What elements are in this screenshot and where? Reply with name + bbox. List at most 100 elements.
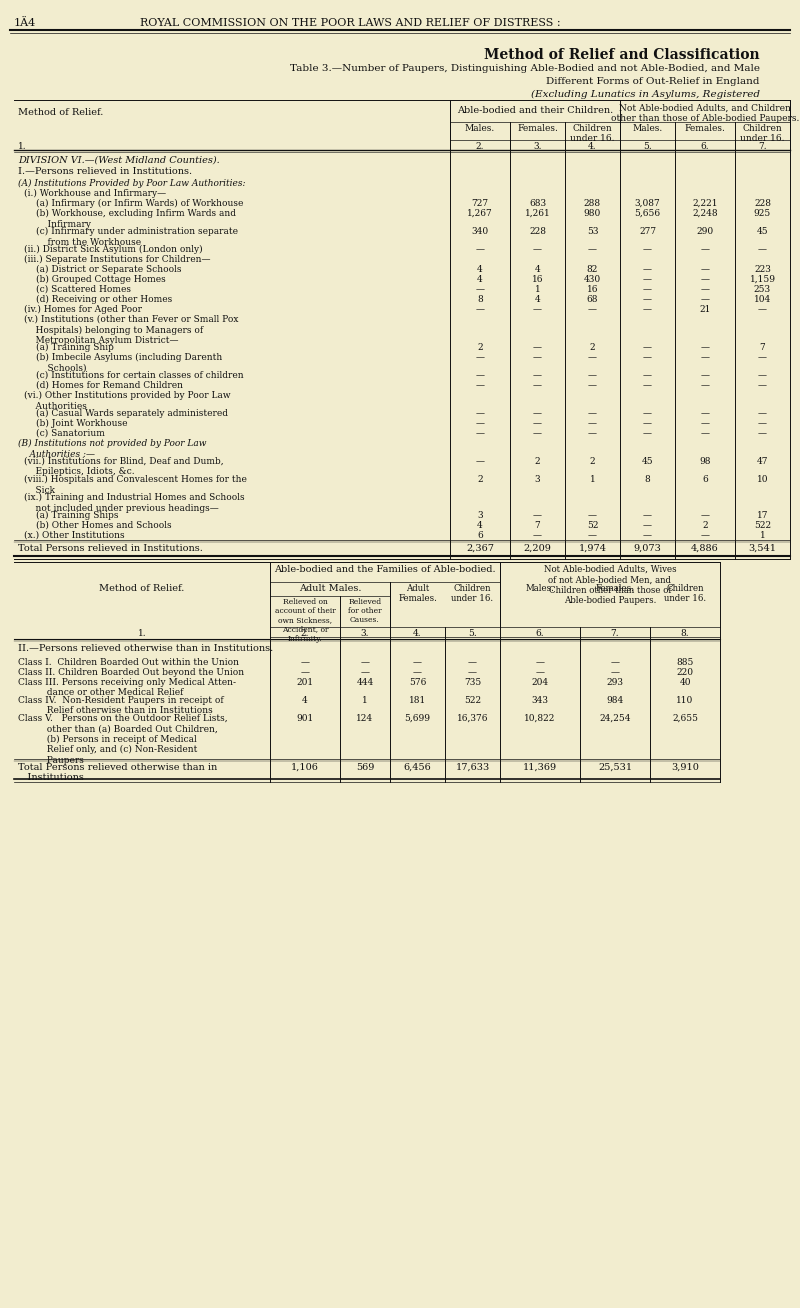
Text: (b) Grouped Cottage Homes: (b) Grouped Cottage Homes [36, 275, 166, 284]
Text: 223: 223 [754, 266, 771, 273]
Text: Females.: Females. [517, 124, 558, 133]
Text: 6,456: 6,456 [404, 763, 431, 772]
Text: 1: 1 [590, 475, 595, 484]
Text: —: — [701, 511, 710, 521]
Text: 277: 277 [639, 228, 656, 235]
Text: —: — [701, 381, 710, 390]
Text: (b) Joint Workhouse: (b) Joint Workhouse [36, 419, 127, 428]
Text: (vi.) Other Institutions provided by Poor Law
    Authorities: (vi.) Other Institutions provided by Poo… [24, 391, 230, 411]
Text: Not Able-bodied Adults, Wives
of not Able-bodied Men, and
Children other than th: Not Able-bodied Adults, Wives of not Abl… [544, 565, 676, 606]
Text: —: — [643, 371, 652, 381]
Text: 5.: 5. [643, 143, 652, 150]
Text: —: — [468, 658, 477, 667]
Text: Children
under 16.: Children under 16. [740, 124, 785, 144]
Text: (a) Casual Wards separately administered: (a) Casual Wards separately administered [36, 409, 228, 419]
Text: 2.: 2. [476, 143, 484, 150]
Text: 2: 2 [477, 475, 483, 484]
Text: —: — [475, 245, 485, 254]
Text: 1,267: 1,267 [467, 209, 493, 218]
Text: 735: 735 [464, 678, 481, 687]
Text: —: — [643, 343, 652, 352]
Text: 885: 885 [676, 658, 694, 667]
Text: 2,248: 2,248 [692, 209, 718, 218]
Text: —: — [533, 429, 542, 438]
Text: 3: 3 [477, 511, 483, 521]
Text: —: — [301, 658, 310, 667]
Text: 1.: 1. [18, 143, 26, 150]
Text: 343: 343 [531, 696, 549, 705]
Text: 1Ä4: 1Ä4 [14, 18, 36, 27]
Text: (B) Institutions not provided by Poor Law
    Authorities :—: (B) Institutions not provided by Poor La… [18, 439, 206, 459]
Text: 53: 53 [586, 228, 598, 235]
Text: (ix.) Training and Industrial Homes and Schools
    not included under previous : (ix.) Training and Industrial Homes and … [24, 493, 245, 513]
Text: —: — [535, 658, 545, 667]
Text: —: — [588, 371, 597, 381]
Text: 68: 68 [586, 296, 598, 303]
Text: 40: 40 [679, 678, 690, 687]
Text: 2,209: 2,209 [523, 544, 551, 553]
Text: 110: 110 [676, 696, 694, 705]
Text: Class III. Persons receiving only Medical Atten-
          dance or other Medica: Class III. Persons receiving only Medica… [18, 678, 236, 697]
Text: Males.: Males. [526, 583, 554, 593]
Text: 124: 124 [357, 714, 374, 723]
Text: —: — [413, 658, 422, 667]
Text: —: — [701, 245, 710, 254]
Text: 925: 925 [754, 209, 771, 218]
Text: (c) Institutions for certain classes of children: (c) Institutions for certain classes of … [36, 371, 244, 381]
Text: —: — [758, 381, 767, 390]
Text: Able-bodied and the Families of Able-bodied.: Able-bodied and the Families of Able-bod… [274, 565, 496, 574]
Text: Method of Relief.: Method of Relief. [99, 583, 185, 593]
Text: —: — [643, 275, 652, 284]
Text: —: — [610, 658, 619, 667]
Text: 228: 228 [754, 199, 771, 208]
Text: 8: 8 [645, 475, 650, 484]
Text: 1,159: 1,159 [750, 275, 775, 284]
Text: (b) Imbecile Asylums (including Darenth
    Schools): (b) Imbecile Asylums (including Darenth … [36, 353, 222, 373]
Text: 2: 2 [702, 521, 708, 530]
Text: (x.) Other Institutions: (x.) Other Institutions [24, 531, 125, 540]
Text: —: — [535, 668, 545, 678]
Text: —: — [361, 668, 370, 678]
Text: 8: 8 [477, 296, 483, 303]
Text: 293: 293 [606, 678, 623, 687]
Text: (b) Other Homes and Schools: (b) Other Homes and Schools [36, 521, 172, 530]
Text: 7: 7 [760, 343, 766, 352]
Text: Total Persons relieved in Institutions.: Total Persons relieved in Institutions. [18, 544, 203, 553]
Text: 21: 21 [699, 305, 710, 314]
Text: —: — [475, 353, 485, 362]
Text: 16: 16 [532, 275, 543, 284]
Text: 4.: 4. [413, 629, 422, 638]
Text: 25,531: 25,531 [598, 763, 632, 772]
Text: —: — [643, 419, 652, 428]
Text: DIVISION VI.—(West Midland Counties).: DIVISION VI.—(West Midland Counties). [18, 156, 220, 165]
Text: 2: 2 [590, 343, 595, 352]
Text: —: — [533, 381, 542, 390]
Text: —: — [701, 343, 710, 352]
Text: 683: 683 [529, 199, 546, 208]
Text: 5.: 5. [468, 629, 477, 638]
Text: —: — [701, 371, 710, 381]
Text: Not Able-bodied Adults, and Children
other than those of Able-bodied Paupers.: Not Able-bodied Adults, and Children oth… [611, 105, 799, 123]
Text: —: — [701, 296, 710, 303]
Text: —: — [475, 429, 485, 438]
Text: (vii.) Institutions for Blind, Deaf and Dumb,
    Epileptics, Idiots, &c.: (vii.) Institutions for Blind, Deaf and … [24, 456, 224, 476]
Text: —: — [643, 296, 652, 303]
Text: 3.: 3. [534, 143, 542, 150]
Text: 6.: 6. [536, 629, 544, 638]
Text: 727: 727 [471, 199, 489, 208]
Text: —: — [588, 419, 597, 428]
Text: —: — [588, 429, 597, 438]
Text: (i.) Workhouse and Infirmary—: (i.) Workhouse and Infirmary— [24, 188, 166, 198]
Text: —: — [758, 245, 767, 254]
Text: —: — [475, 409, 485, 419]
Text: 4,886: 4,886 [691, 544, 719, 553]
Text: 6: 6 [702, 475, 708, 484]
Text: —: — [475, 305, 485, 314]
Text: —: — [588, 381, 597, 390]
Text: 7.: 7. [610, 629, 619, 638]
Text: 3,541: 3,541 [749, 544, 777, 553]
Text: —: — [758, 429, 767, 438]
Text: 4.: 4. [588, 143, 597, 150]
Text: 4: 4 [302, 696, 308, 705]
Text: (iv.) Homes for Aged Poor: (iv.) Homes for Aged Poor [24, 305, 142, 314]
